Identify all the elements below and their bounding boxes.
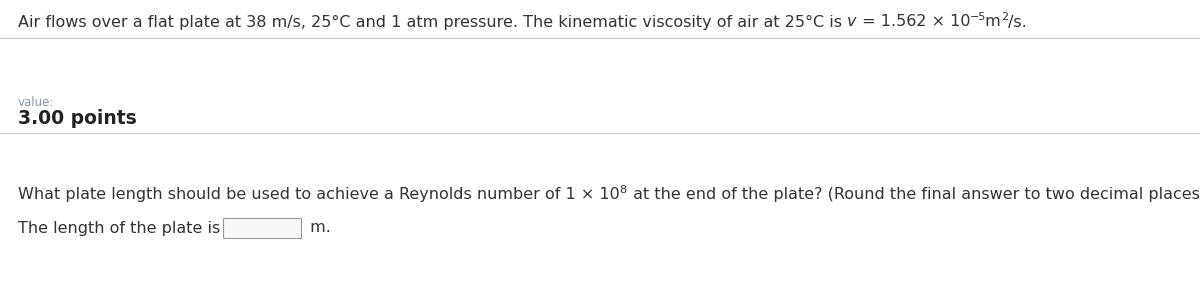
Text: = 1.562 × 10: = 1.562 × 10 [857, 15, 970, 29]
FancyBboxPatch shape [223, 218, 301, 238]
Text: 8: 8 [619, 185, 626, 195]
Text: value:: value: [18, 96, 54, 110]
Text: Air flows over a flat plate at 38 m/s, 25°C and 1 atm pressure. The kinematic vi: Air flows over a flat plate at 38 m/s, 2… [18, 15, 847, 29]
Text: at the end of the plate? (Round the final answer to two decimal places.): at the end of the plate? (Round the fina… [628, 187, 1200, 202]
Text: The length of the plate is: The length of the plate is [18, 220, 221, 236]
Text: 3.00 points: 3.00 points [18, 109, 137, 128]
Text: m: m [980, 15, 1001, 29]
Text: m.: m. [305, 220, 331, 236]
Text: −5: −5 [970, 12, 986, 22]
Text: What plate length should be used to achieve a Reynolds number of 1 × 10: What plate length should be used to achi… [18, 187, 619, 202]
Text: 2: 2 [1001, 12, 1008, 22]
Text: /s.: /s. [1008, 15, 1027, 29]
Text: v: v [847, 15, 857, 29]
